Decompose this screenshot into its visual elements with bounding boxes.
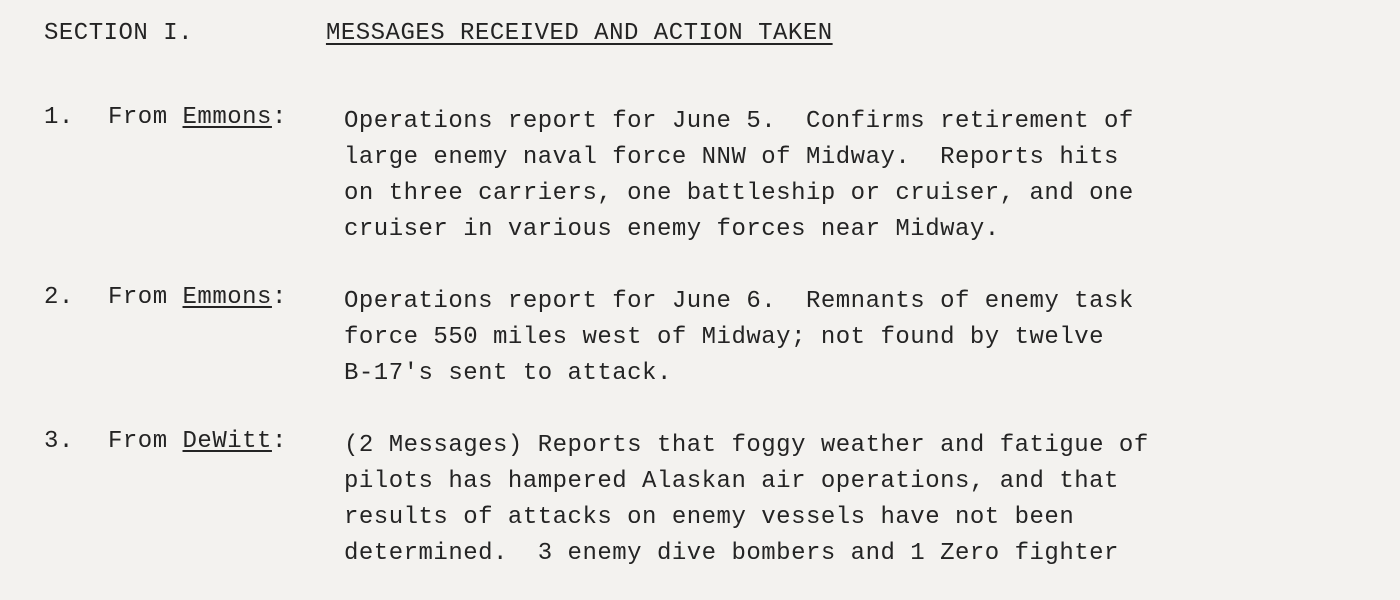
entry-body: Operations report for June 6. Remnants o…	[344, 284, 1134, 392]
from-prefix: From	[108, 104, 183, 131]
sender-name: DeWitt	[183, 428, 272, 455]
entry-from: From Emmons:	[108, 284, 287, 311]
entry-body: Operations report for June 5. Confirms r…	[344, 104, 1134, 248]
entry-number: 1.	[44, 104, 74, 131]
section-header: SECTION I. MESSAGES RECEIVED AND ACTION …	[44, 20, 833, 47]
from-prefix: From	[108, 428, 183, 455]
from-prefix: From	[108, 284, 183, 311]
document-page: SECTION I. MESSAGES RECEIVED AND ACTION …	[0, 0, 1400, 600]
from-suffix: :	[272, 284, 287, 311]
entry-from: From Emmons:	[108, 104, 287, 131]
sender-name: Emmons	[183, 104, 272, 131]
section-label: SECTION I.	[44, 20, 193, 47]
sender-name: Emmons	[183, 284, 272, 311]
entry-number: 3.	[44, 428, 74, 455]
section-title: MESSAGES RECEIVED AND ACTION TAKEN	[326, 20, 833, 47]
from-suffix: :	[272, 428, 287, 455]
entry-body: (2 Messages) Reports that foggy weather …	[344, 428, 1149, 572]
entry-number: 2.	[44, 284, 74, 311]
entry-from: From DeWitt:	[108, 428, 287, 455]
from-suffix: :	[272, 104, 287, 131]
